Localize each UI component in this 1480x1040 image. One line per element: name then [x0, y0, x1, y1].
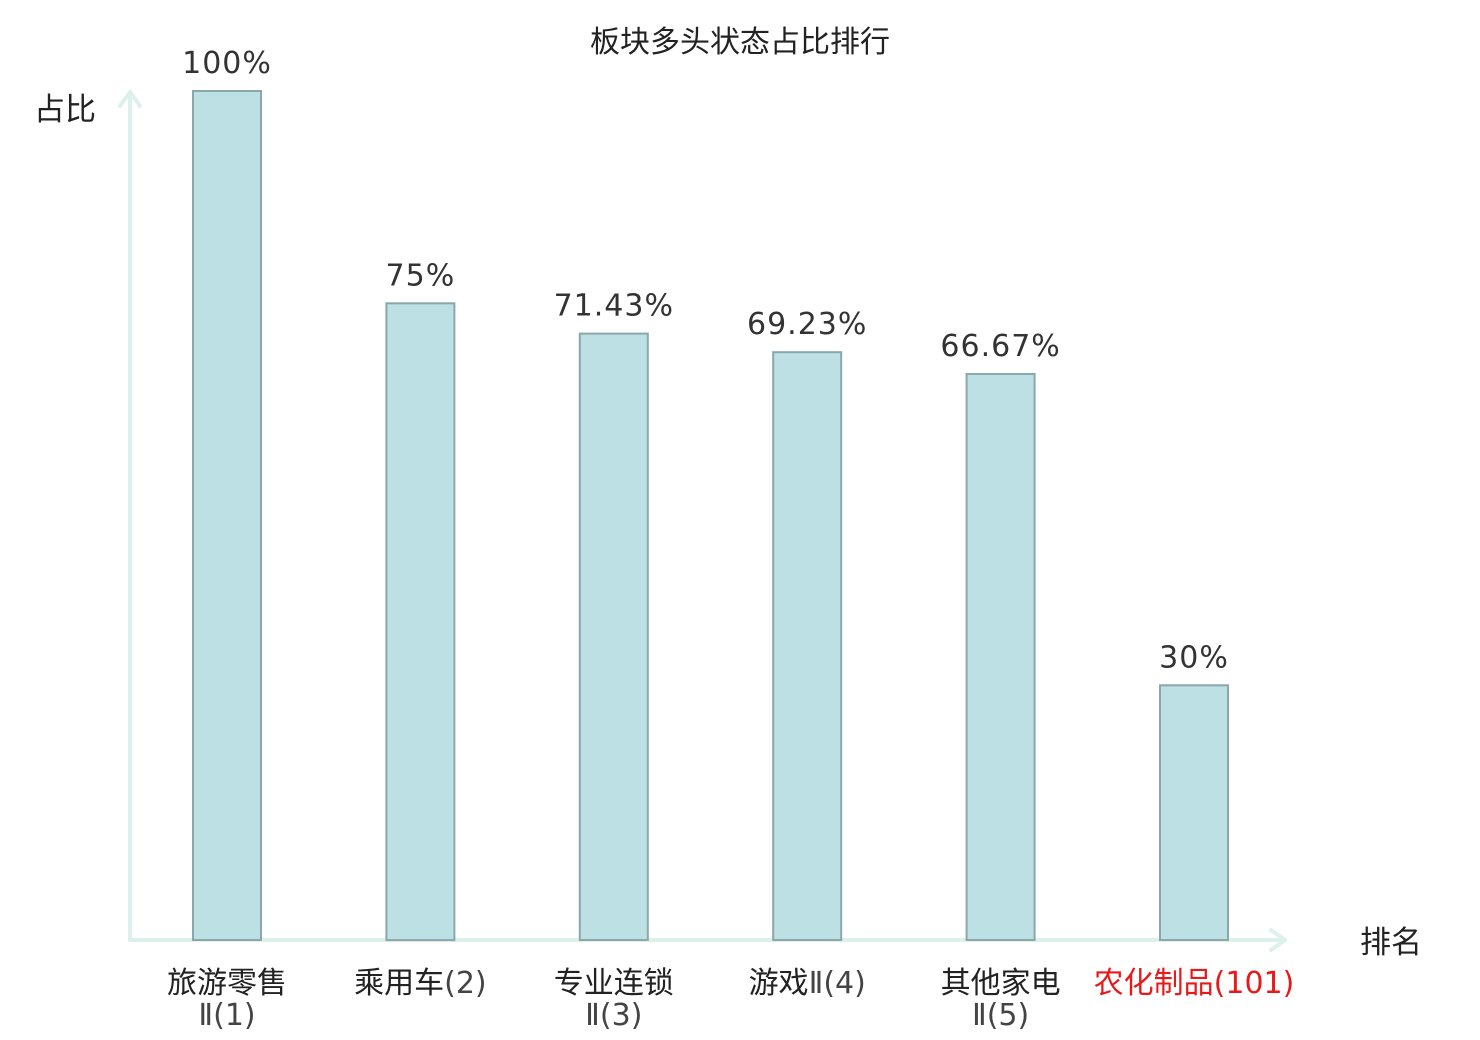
- bar-value-label: 71.43%: [554, 289, 674, 324]
- y-axis-arrowhead: [118, 90, 142, 108]
- category-label: 旅游零售 Ⅱ(1): [167, 966, 287, 1033]
- bar-value-label: 66.67%: [940, 329, 1060, 364]
- category-label: 游戏Ⅱ(4): [749, 966, 866, 1001]
- x-axis-label: 排名: [1360, 925, 1422, 961]
- category-rank: Ⅱ(3): [585, 998, 642, 1033]
- bar: [385, 302, 456, 942]
- category-labels: 旅游零售 Ⅱ(1) 乘用车(2) 专业连锁 Ⅱ(3) 游戏Ⅱ(4) 其他家电 Ⅱ(5) 农化制品…: [167, 966, 1294, 1033]
- bar: [1159, 684, 1229, 941]
- chart-title: 板块多头状态占比排行: [590, 25, 890, 60]
- x-axis-arrowhead: [1269, 928, 1287, 952]
- y-axis-label: 占比: [34, 92, 96, 128]
- category-rank: (2): [444, 966, 487, 1001]
- bar: [772, 351, 843, 941]
- category-label: 专业连锁 Ⅱ(3): [554, 966, 674, 1033]
- bar-value-label: 69.23%: [747, 307, 867, 342]
- bar-value-label: 30%: [1159, 640, 1229, 675]
- category-rank: Ⅱ(5): [972, 998, 1029, 1033]
- bar-value-label: 75%: [386, 258, 456, 293]
- category-name: 游戏: [749, 966, 809, 1001]
- category-rank: (101): [1214, 966, 1295, 1001]
- category-label: 农化制品(101): [1094, 966, 1295, 1001]
- bar: [578, 332, 649, 942]
- x-axis: 排名: [128, 925, 1422, 961]
- bar: [192, 90, 262, 941]
- category-label: 乘用车(2): [354, 966, 487, 1001]
- category-name: 旅游零售: [167, 966, 287, 1001]
- category-label: 其他家电 Ⅱ(5): [941, 966, 1061, 1033]
- category-name: 农化制品: [1094, 966, 1214, 1001]
- category-name: 其他家电: [941, 966, 1061, 1001]
- bar-value-label: 100%: [182, 46, 272, 81]
- bars: [192, 90, 1229, 942]
- category-rank: Ⅱ(4): [809, 966, 866, 1001]
- category-rank: Ⅱ(1): [198, 998, 255, 1033]
- category-name: 专业连锁: [554, 966, 674, 1001]
- bar: [965, 373, 1036, 941]
- y-axis: 占比: [34, 90, 142, 942]
- value-labels: 100% 75% 71.43% 69.23% 66.67% 30%: [182, 46, 1229, 675]
- category-name: 乘用车: [354, 966, 444, 1001]
